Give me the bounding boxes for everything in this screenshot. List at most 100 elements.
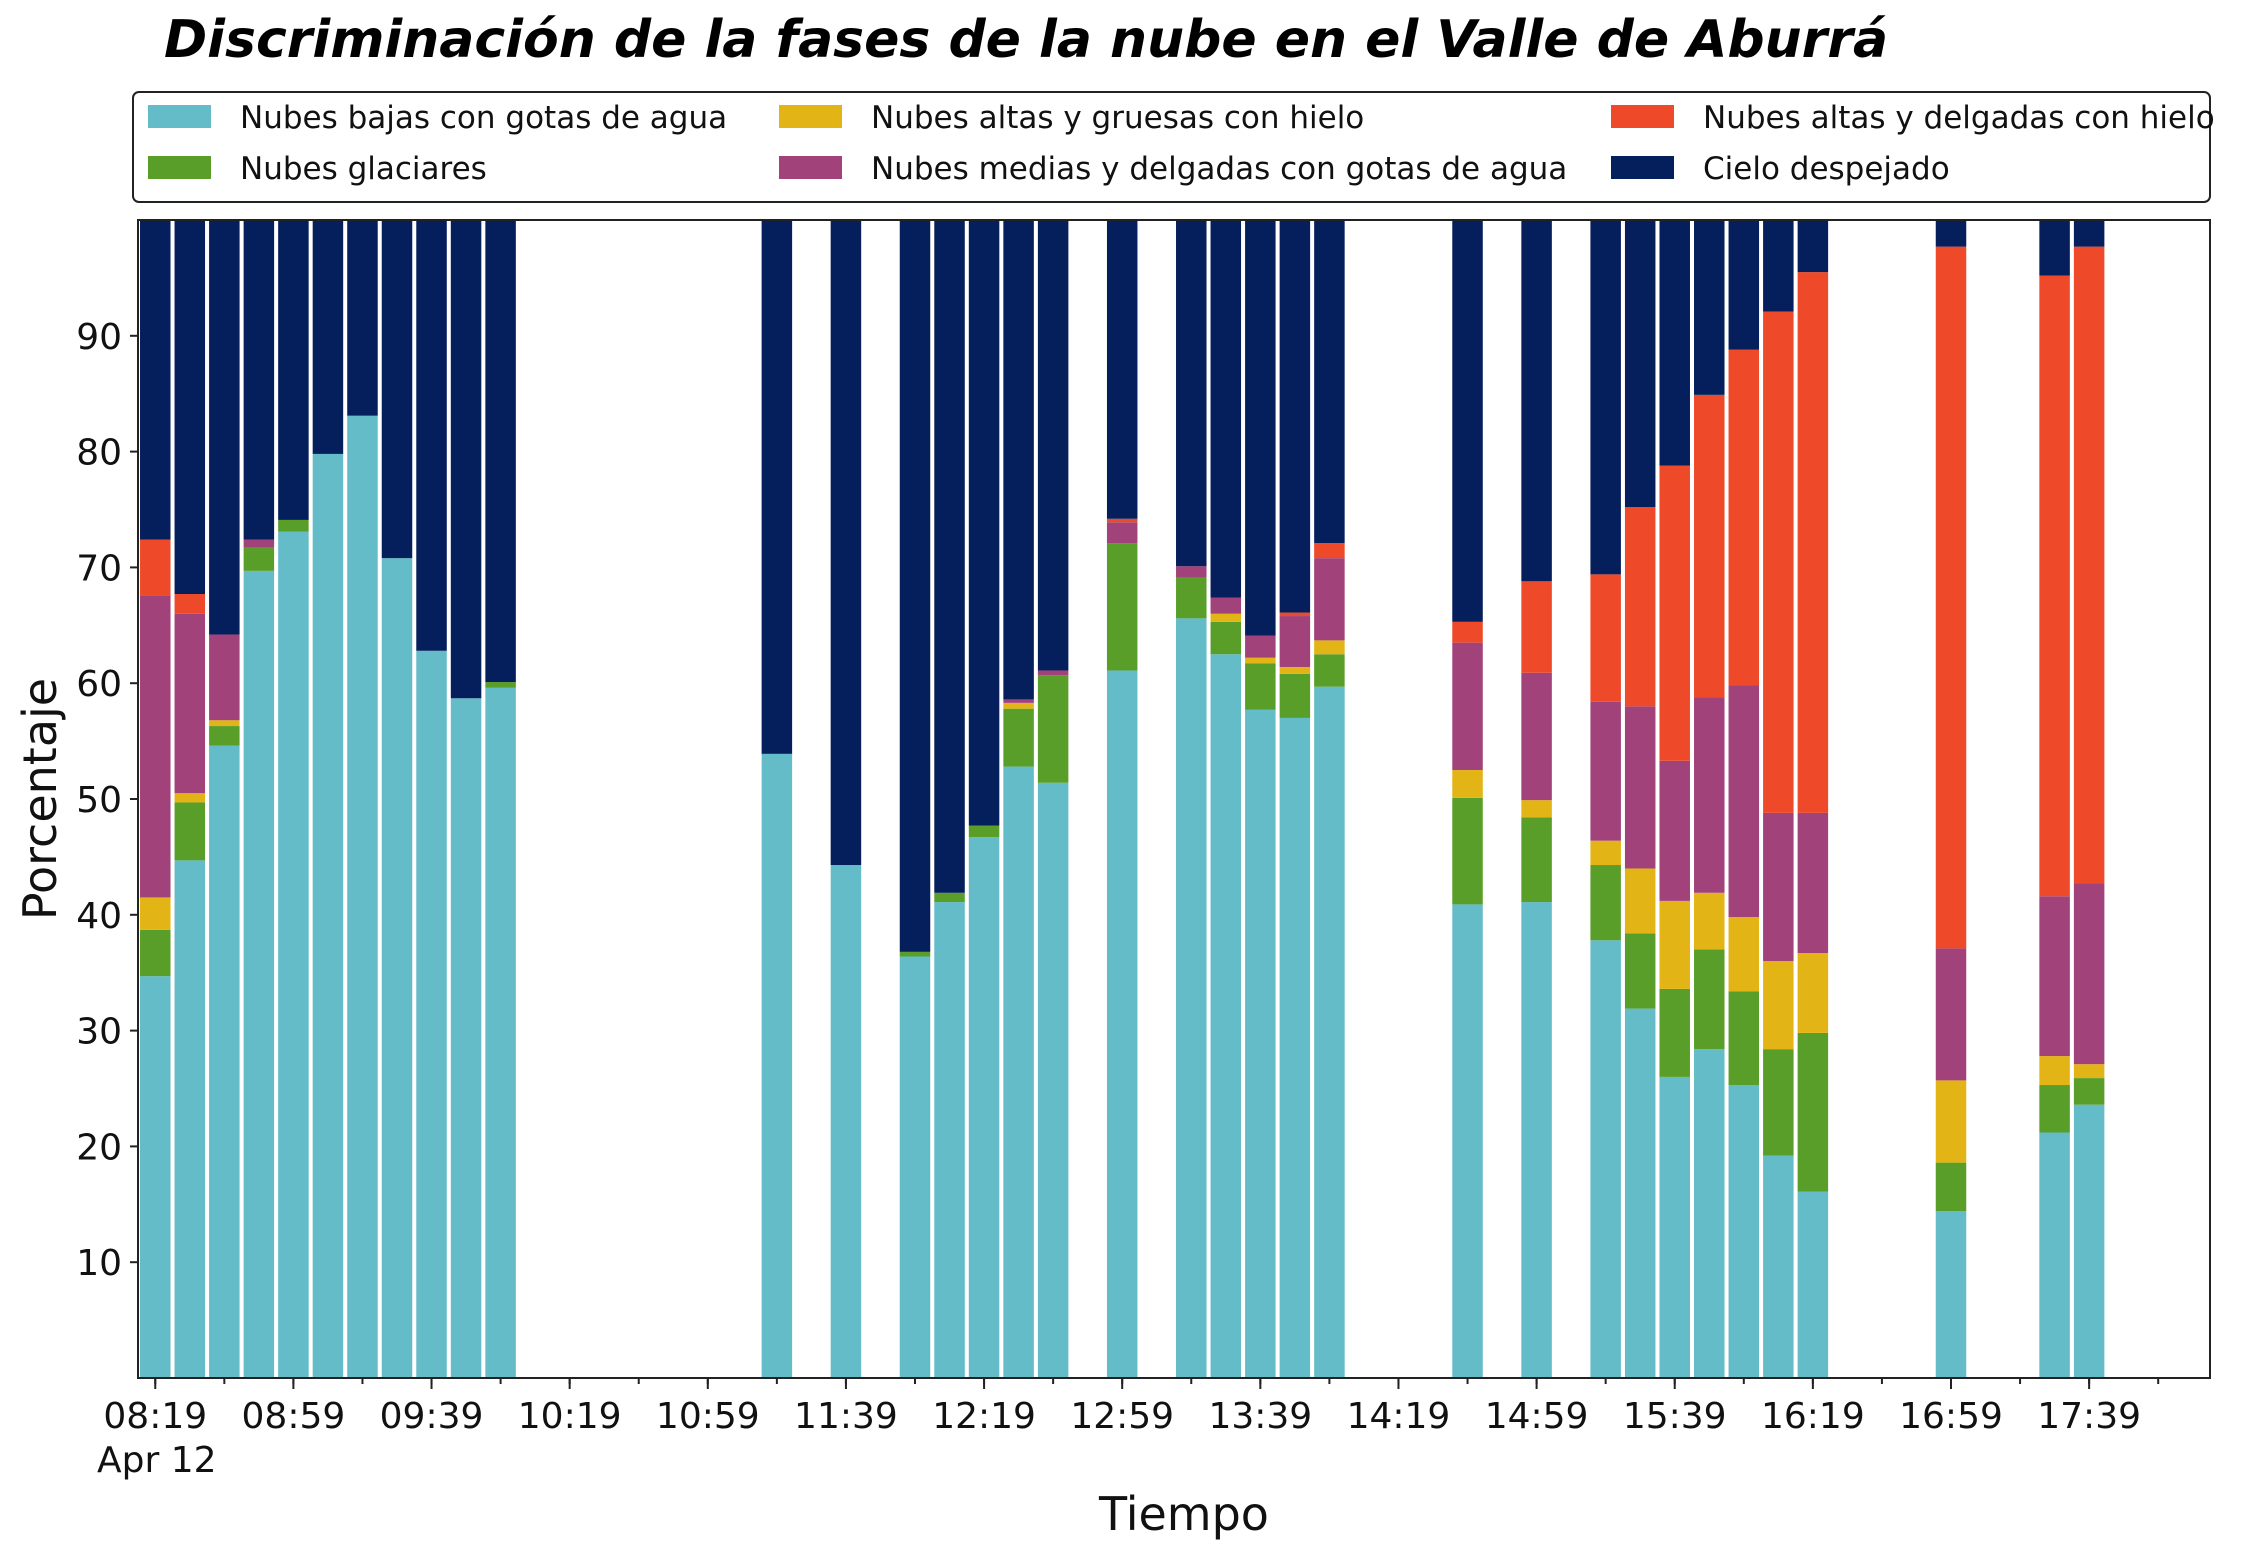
bars (140, 220, 2105, 1378)
bar-segment-nubes-glaciares (1003, 708, 1034, 767)
chart-title: Discriminación de la fases de la nube en… (164, 10, 1888, 70)
bar-segment-nubes-bajas-con-gotas-de-agua (1694, 1049, 1725, 1378)
bar-segment-nubes-glaciares (1797, 1032, 1829, 1192)
plot-background (138, 220, 2210, 1378)
bar-segment-nubes-bajas-con-gotas-de-agua (1763, 1155, 1794, 1378)
legend-label-nubes-glaciares: Nubes glaciares (240, 151, 487, 187)
bar-segment-nubes-glaciares (899, 951, 931, 957)
y-tick-label: 80 (76, 433, 122, 474)
bar-segment-nubes-bajas-con-gotas-de-agua (209, 745, 240, 1378)
bar-segment-nubes-bajas-con-gotas-de-agua (1521, 902, 1552, 1378)
bar-segment-nubes-altas-y-gruesas-con-hielo (1694, 892, 1725, 950)
bar-segment-nubes-altas-y-delgadas-con-hielo (1763, 311, 1794, 813)
bar-segment-nubes-medias-y-delgadas-con-gotas-de-agua (1728, 685, 1760, 918)
bar-segment-nubes-altas-y-delgadas-con-hielo (1521, 581, 1552, 673)
bar-segment-nubes-glaciares (1590, 865, 1621, 941)
bar-segment-nubes-bajas-con-gotas-de-agua (174, 860, 206, 1378)
bar-segment-nubes-medias-y-delgadas-con-gotas-de-agua (1935, 948, 1967, 1081)
bar-segment-nubes-altas-y-gruesas-con-hielo (140, 897, 171, 930)
bar-segment-nubes-medias-y-delgadas-con-gotas-de-agua (2073, 883, 2105, 1065)
bar-segment-cielo-despejado (312, 220, 344, 454)
bar-segment-nubes-bajas-con-gotas-de-agua (485, 687, 516, 1378)
bar-segment-nubes-bajas-con-gotas-de-agua (1176, 618, 1207, 1378)
legend-swatch-nubes-altas-y-gruesas-con-hielo (779, 105, 842, 128)
x-tick-label: 17:39 (2037, 1396, 2141, 1437)
bar-segment-nubes-glaciares (1521, 817, 1552, 903)
bar-segment-nubes-bajas-con-gotas-de-agua (2073, 1104, 2105, 1378)
bar-segment-nubes-altas-y-delgadas-con-hielo (1314, 543, 1345, 559)
bar-segment-nubes-altas-y-delgadas-con-hielo (1590, 574, 1621, 702)
bar-segment-nubes-altas-y-delgadas-con-hielo (1106, 518, 1138, 523)
bar-segment-cielo-despejado (1797, 220, 1829, 273)
x-tick-label: 16:59 (1899, 1396, 2003, 1437)
x-tick-label: 10:19 (518, 1396, 622, 1437)
bar-segment-nubes-altas-y-delgadas-con-hielo (174, 594, 206, 614)
bar-segment-nubes-altas-y-delgadas-con-hielo (1935, 246, 1967, 949)
bar-segment-nubes-glaciares (1452, 797, 1483, 905)
y-tick-label: 50 (76, 780, 122, 821)
bar-segment-cielo-despejado (2039, 220, 2070, 276)
bar-segment-nubes-glaciares (1694, 949, 1725, 1050)
bar-segment-nubes-altas-y-gruesas-con-hielo (2039, 1056, 2070, 1086)
bar-segment-nubes-medias-y-delgadas-con-gotas-de-agua (243, 539, 275, 548)
bar-segment-nubes-bajas-con-gotas-de-agua (1728, 1085, 1760, 1378)
y-axis: 10 20 30 40 50 60 70 80 90 (76, 317, 138, 1284)
bar-segment-nubes-glaciares (1314, 654, 1345, 687)
x-tick-label: 13:39 (1208, 1396, 1312, 1437)
bar-segment-nubes-bajas-con-gotas-de-agua (1797, 1191, 1829, 1378)
legend: Nubes bajas con gotas de agua Nubes glaci… (132, 91, 2215, 203)
bar-segment-nubes-bajas-con-gotas-de-agua (934, 902, 965, 1378)
bar-segment-nubes-altas-y-gruesas-con-hielo (1935, 1080, 1967, 1163)
bar-segment-nubes-altas-y-gruesas-con-hielo (174, 793, 206, 803)
bar-segment-nubes-medias-y-delgadas-con-gotas-de-agua (1314, 558, 1345, 641)
bar-segment-nubes-bajas-con-gotas-de-agua (1106, 670, 1138, 1378)
bar-segment-cielo-despejado (278, 220, 309, 520)
bar-segment-cielo-despejado (1245, 220, 1276, 636)
bar-segment-cielo-despejado (1106, 220, 1138, 519)
bar-segment-cielo-despejado (1624, 220, 1656, 508)
bar-segment-cielo-despejado (968, 220, 1000, 826)
x-tick-label: 10:59 (656, 1396, 760, 1437)
y-tick-label: 70 (76, 548, 122, 589)
bar-segment-cielo-despejado (1521, 220, 1552, 582)
legend-frame (132, 91, 2211, 203)
bar-segment-nubes-bajas-con-gotas-de-agua (830, 865, 862, 1378)
bar-segment-nubes-bajas-con-gotas-de-agua (1314, 686, 1345, 1378)
x-tick-label: 12:19 (932, 1396, 1036, 1437)
bar-segment-nubes-altas-y-gruesas-con-hielo (1728, 917, 1760, 992)
x-tick-label: 08:59 (242, 1396, 346, 1437)
bar-segment-nubes-medias-y-delgadas-con-gotas-de-agua (1452, 642, 1483, 771)
bar-segment-nubes-bajas-con-gotas-de-agua (1037, 782, 1069, 1378)
x-date-label: Apr 12 (97, 1440, 217, 1481)
y-tick-label: 10 (76, 1243, 122, 1284)
bar-segment-nubes-altas-y-gruesas-con-hielo (1590, 840, 1621, 866)
bar-segment-cielo-despejado (140, 220, 171, 540)
bar-segment-nubes-altas-y-delgadas-con-hielo (1797, 272, 1829, 813)
bar-segment-nubes-bajas-con-gotas-de-agua (899, 956, 931, 1378)
bar-segment-nubes-glaciares (1935, 1162, 1967, 1212)
bar-segment-nubes-medias-y-delgadas-con-gotas-de-agua (1659, 760, 1690, 901)
bar-segment-cielo-despejado (1003, 220, 1034, 700)
legend-swatch-nubes-altas-y-delgadas-con-hielo (1611, 105, 1674, 128)
bar-segment-cielo-despejado (347, 220, 378, 416)
bar-segment-nubes-bajas-con-gotas-de-agua (1003, 766, 1034, 1378)
legend-label-nubes-medias-y-delgadas-con-gotas-de-agua: Nubes medias y delgadas con gotas de agu… (871, 151, 1567, 187)
bar-segment-nubes-glaciares (1659, 988, 1690, 1077)
bar-segment-nubes-altas-y-gruesas-con-hielo (1003, 702, 1034, 709)
bar-segment-nubes-bajas-con-gotas-de-agua (347, 415, 378, 1378)
bar-segment-nubes-altas-y-gruesas-con-hielo (209, 720, 240, 727)
bar-segment-nubes-glaciares (1245, 663, 1276, 710)
bar-segment-cielo-despejado (485, 220, 516, 683)
bar-segment-nubes-glaciares (1176, 577, 1207, 619)
bar-segment-nubes-medias-y-delgadas-con-gotas-de-agua (1037, 670, 1069, 676)
bar-segment-nubes-medias-y-delgadas-con-gotas-de-agua (1694, 697, 1725, 893)
bar-segment-cielo-despejado (1314, 220, 1345, 544)
bar-segment-nubes-bajas-con-gotas-de-agua (1452, 904, 1483, 1378)
x-tick-label: 11:39 (794, 1396, 898, 1437)
bar-segment-nubes-glaciares (1279, 673, 1311, 718)
bar-segment-nubes-glaciares (1763, 1049, 1794, 1156)
bar-segment-nubes-medias-y-delgadas-con-gotas-de-agua (1245, 635, 1276, 658)
bar-segment-nubes-glaciares (485, 682, 516, 688)
bar-segment-nubes-glaciares (209, 726, 240, 746)
bar-segment-cielo-despejado (830, 220, 862, 866)
